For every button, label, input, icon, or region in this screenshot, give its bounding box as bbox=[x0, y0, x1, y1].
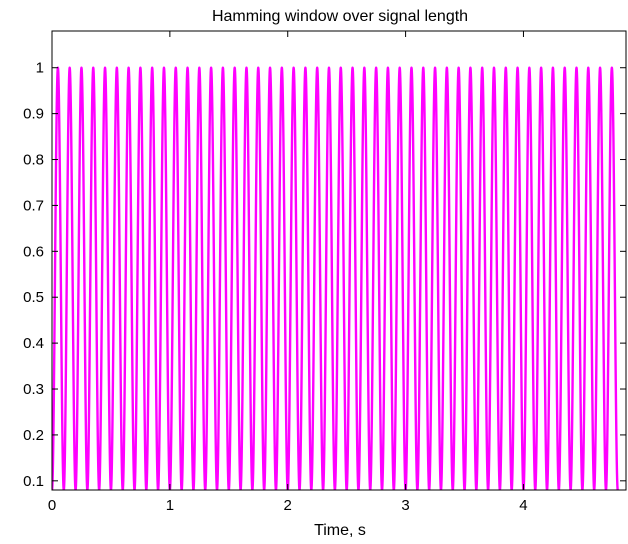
y-tick-label: 0.7 bbox=[23, 197, 44, 214]
y-tick-label: 0.4 bbox=[23, 335, 44, 352]
y-axis-ticks: 0.1 0.2 0.3 0.4 0.5 0.6 0.7 0.8 0.9 1 bbox=[23, 60, 626, 490]
y-tick-label: 0.8 bbox=[23, 152, 44, 169]
y-tick-label: 0.1 bbox=[23, 473, 44, 490]
x-axis-ticks: 0 1 2 3 4 bbox=[48, 31, 528, 514]
x-tick-label: 3 bbox=[401, 497, 409, 514]
y-tick-label: 0.5 bbox=[23, 289, 44, 306]
x-tick-label: 2 bbox=[284, 497, 292, 514]
axes-frame bbox=[51, 30, 627, 491]
y-tick-label: 0.2 bbox=[23, 427, 44, 444]
chart-title: Hamming window over signal length bbox=[212, 8, 468, 25]
series-line-0 bbox=[52, 66, 619, 490]
x-tick-label: 1 bbox=[166, 497, 174, 514]
x-tick-label: 0 bbox=[48, 497, 56, 514]
y-tick-label: 0.3 bbox=[23, 381, 44, 398]
y-tick-label: 0.6 bbox=[23, 243, 44, 260]
y-tick-label: 1 bbox=[36, 60, 44, 77]
plot-area bbox=[51, 30, 627, 491]
x-tick-label: 4 bbox=[519, 497, 527, 514]
y-tick-label: 0.9 bbox=[23, 106, 44, 123]
x-axis-title: Time, s bbox=[314, 522, 366, 539]
